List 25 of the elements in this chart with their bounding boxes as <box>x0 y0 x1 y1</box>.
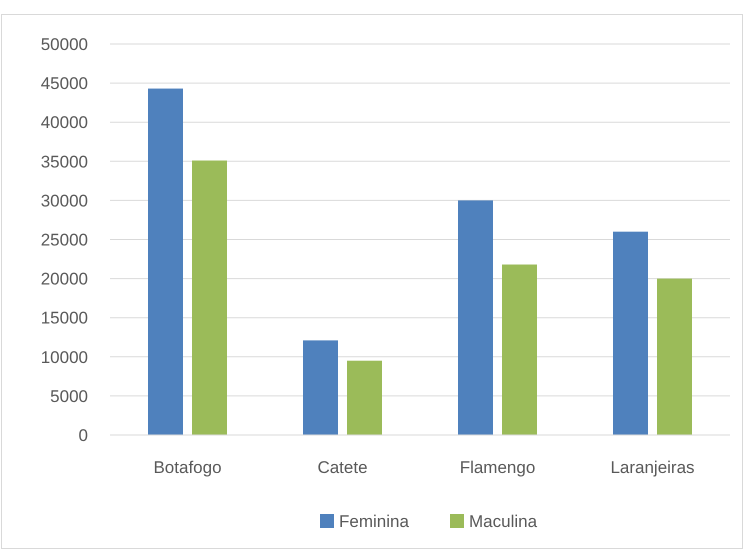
bar <box>458 200 493 435</box>
x-tick-label: Catete <box>317 458 368 477</box>
x-tick-label: Flamengo <box>460 458 536 477</box>
legend-label: Maculina <box>469 512 538 531</box>
bar <box>657 278 692 435</box>
y-tick-label: 50000 <box>40 34 88 54</box>
bar <box>148 88 183 435</box>
bar <box>613 232 648 435</box>
y-tick-label: 20000 <box>40 270 88 289</box>
y-tick-label: 40000 <box>40 113 88 132</box>
y-tick-label: 35000 <box>40 152 88 172</box>
bar <box>502 264 537 435</box>
y-tick-label: 45000 <box>40 74 88 94</box>
x-tick-label: Laranjeiras <box>610 458 695 477</box>
bar <box>192 160 227 435</box>
y-tick-label: 0 <box>78 426 88 445</box>
y-tick-label: 25000 <box>40 230 88 250</box>
bar <box>347 360 382 435</box>
y-tick-label: 30000 <box>40 191 88 210</box>
x-tick-label: Botafogo <box>153 458 222 477</box>
y-tick-label: 5000 <box>50 386 88 406</box>
legend-label: Feminina <box>339 512 410 531</box>
y-tick-label: 10000 <box>40 348 88 367</box>
y-tick-label: 15000 <box>40 308 88 328</box>
bar <box>303 340 338 435</box>
